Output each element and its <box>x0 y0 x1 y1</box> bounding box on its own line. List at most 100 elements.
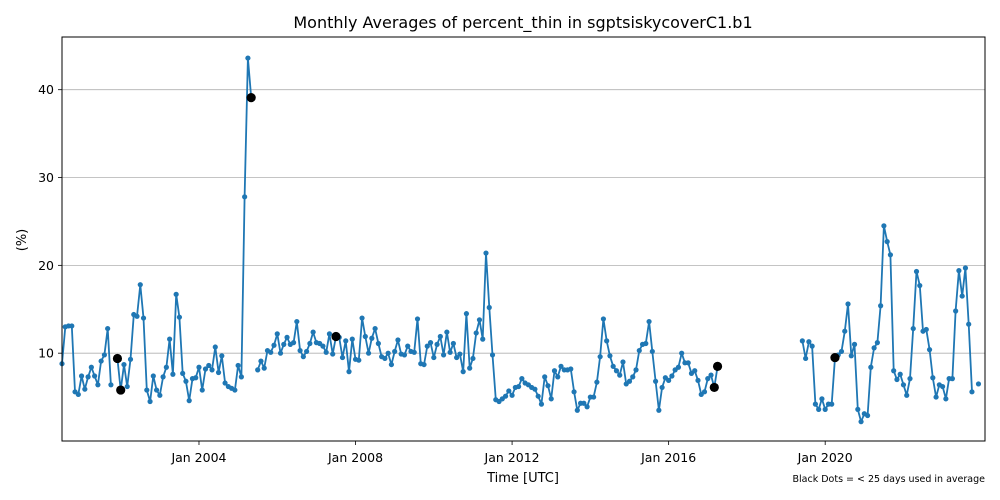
y-axis-label: (%) <box>15 229 30 252</box>
data-point <box>509 392 515 398</box>
data-point <box>330 351 336 357</box>
data-point <box>874 340 880 346</box>
data-point <box>809 343 815 349</box>
data-point <box>69 323 75 329</box>
data-point <box>382 355 388 362</box>
data-point <box>855 406 861 412</box>
data-point <box>604 338 610 344</box>
data-point <box>666 377 672 383</box>
data-point <box>949 376 955 382</box>
data-point <box>467 365 473 371</box>
data-point <box>375 340 381 347</box>
data-point <box>372 325 378 332</box>
data-point <box>940 383 946 390</box>
data-point <box>108 382 114 388</box>
data-point <box>238 374 244 380</box>
data-point <box>532 386 538 392</box>
data-point <box>613 368 620 374</box>
data-point <box>656 407 662 413</box>
data-point <box>897 371 903 377</box>
data-point <box>652 378 659 384</box>
data-point <box>421 361 427 368</box>
chart-title: Monthly Averages of percent_thin in sgpt… <box>293 13 752 33</box>
data-point <box>881 223 887 229</box>
data-point <box>871 345 877 351</box>
data-point <box>212 344 218 350</box>
data-point <box>82 386 88 392</box>
data-point <box>617 372 623 378</box>
data-point <box>649 348 655 355</box>
data-point <box>626 378 633 384</box>
data-point <box>95 382 101 388</box>
data-point <box>144 387 150 393</box>
y-tick-label: 20 <box>38 258 54 273</box>
data-point <box>864 412 871 419</box>
data-point <box>692 368 698 374</box>
data-point <box>170 371 176 377</box>
data-point <box>180 370 186 376</box>
data-point <box>806 339 812 345</box>
data-point <box>851 341 858 347</box>
data-point <box>124 383 130 390</box>
data-point <box>953 308 959 314</box>
data-point <box>300 354 306 360</box>
data-point <box>359 315 365 321</box>
data-point <box>842 328 848 334</box>
data-point <box>878 303 884 309</box>
plot-area <box>59 55 982 425</box>
data-point <box>255 367 261 373</box>
data-point <box>193 375 199 381</box>
data-point <box>388 361 395 368</box>
data-point <box>127 356 134 362</box>
data-point <box>597 354 603 360</box>
data-point <box>829 401 835 407</box>
data-point <box>183 378 189 384</box>
data-point <box>385 350 391 356</box>
data-point <box>959 293 965 299</box>
data-point <box>679 350 685 356</box>
data-point <box>819 396 825 402</box>
data-point <box>610 363 616 369</box>
data-point <box>685 360 691 366</box>
data-point <box>444 329 450 335</box>
data-point <box>966 321 972 327</box>
data-point <box>571 389 577 395</box>
data-point <box>219 353 225 359</box>
x-tick-label: Jan 2004 <box>170 450 226 465</box>
data-point <box>163 364 169 370</box>
data-point <box>232 387 238 393</box>
data-point <box>630 374 636 380</box>
data-point <box>307 340 313 347</box>
low-coverage-point <box>112 353 123 364</box>
data-point <box>294 318 300 325</box>
y-tick-label: 10 <box>38 346 54 361</box>
data-point <box>274 331 280 337</box>
data-point <box>297 347 303 354</box>
data-point <box>483 250 489 256</box>
data-point <box>326 331 333 337</box>
data-point <box>891 368 897 374</box>
data-point <box>633 367 639 373</box>
data-point <box>304 348 310 355</box>
data-point <box>594 379 600 385</box>
data-point <box>339 354 346 361</box>
data-point <box>134 313 140 319</box>
data-point <box>975 381 982 387</box>
x-tick-label: Jan 2008 <box>327 450 383 465</box>
data-point <box>150 373 156 379</box>
data-point <box>933 394 939 400</box>
data-point <box>884 239 890 245</box>
data-point <box>926 347 933 353</box>
data-point <box>555 374 561 380</box>
data-point <box>480 336 486 342</box>
data-point <box>75 391 81 398</box>
data-point <box>695 377 701 383</box>
data-point <box>708 372 714 378</box>
data-point <box>607 353 613 359</box>
data-point <box>799 338 805 344</box>
data-point <box>186 398 192 404</box>
data-point <box>894 376 900 383</box>
data-point <box>568 366 574 372</box>
x-tick-label: Jan 2016 <box>640 450 696 465</box>
data-point <box>85 374 91 380</box>
